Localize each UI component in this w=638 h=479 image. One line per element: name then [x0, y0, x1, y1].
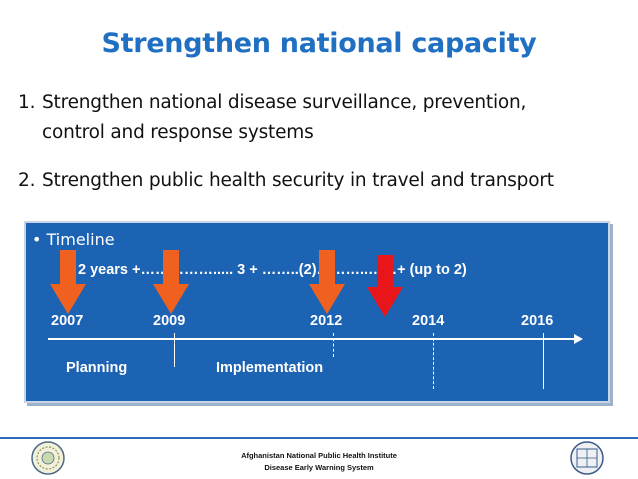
ministry-seal-icon: [570, 441, 604, 475]
institute-seal-icon: [31, 441, 65, 475]
year-2007: 2007: [51, 313, 84, 329]
point-1-line-1: Strengthen national disease surveillance…: [42, 92, 527, 113]
point-2-line-1: Strengthen public health security in tra…: [42, 170, 554, 191]
slide-title: Strengthen national capacity: [101, 28, 537, 59]
timeline-bullet: • Timeline: [32, 230, 115, 249]
footer-institute-name: Afghanistan National Public Health Insti…: [241, 451, 397, 460]
footer-system-name: Disease Early Warning System: [264, 463, 374, 472]
tick-2016: [543, 333, 544, 389]
red-arrow: [367, 255, 403, 317]
phase-implementation: Implementation: [216, 360, 324, 376]
year-2009: 2009: [153, 313, 186, 329]
tick-2009: [174, 333, 175, 367]
timeline-axis: [48, 338, 578, 340]
tick-2012: [333, 333, 334, 357]
year-2016: 2016: [521, 313, 554, 329]
point-1-number: 1.: [18, 92, 36, 113]
year-2014: 2014: [412, 313, 445, 329]
year-2012: 2012: [310, 313, 343, 329]
footer-divider: [0, 437, 638, 439]
point-2-number: 2.: [18, 170, 36, 191]
orange-arrow-2007: [50, 250, 86, 314]
orange-arrow-2009: [153, 250, 189, 314]
timeline-axis-arrowhead: [574, 334, 583, 344]
orange-arrow-2012: [309, 250, 345, 314]
tick-2014: [433, 333, 434, 389]
timeline-panel: [24, 221, 610, 403]
timeline-summary: 2 years +……………..... 3 + ……..(2)………..……+ …: [78, 262, 467, 278]
phase-planning: Planning: [66, 360, 128, 376]
point-1-line-2: control and response systems: [42, 122, 314, 143]
